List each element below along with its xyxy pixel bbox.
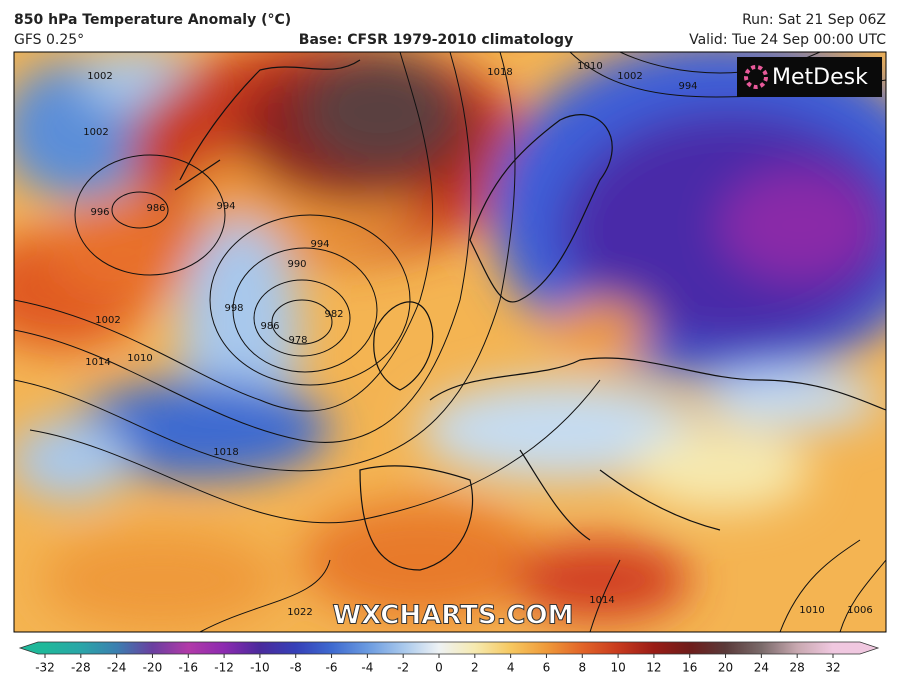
- colorbar: -32 -28 -24 -20 -16 -12 -10 -8 -6 -4 -2 0 2 4 6 8 10 12 16…: [18, 641, 880, 675]
- isobar-label: 1010: [127, 353, 152, 364]
- isobar-label: 1002: [87, 71, 112, 82]
- colorbar-tick-label: -32: [35, 661, 55, 675]
- isobar-label: 994: [678, 81, 697, 92]
- colorbar-bar: [18, 641, 880, 655]
- isobar-label: 1010: [577, 61, 602, 72]
- colorbar-tick-label: 12: [646, 661, 661, 675]
- colorbar-tick-label: 28: [790, 661, 805, 675]
- colorbar-tick-label: -16: [178, 661, 198, 675]
- isobar-label: 986: [146, 203, 165, 214]
- isobar-label: 1018: [213, 447, 238, 458]
- colorbar-tick-label: -20: [143, 661, 163, 675]
- colorbar-tick-label: 32: [825, 661, 840, 675]
- base-climatology: Base: CFSR 1979-2010 climatology: [299, 32, 573, 48]
- isobar-label: 1018: [487, 67, 512, 78]
- isobar-label: 1010: [799, 605, 824, 616]
- colorbar-tick-label: 2: [471, 661, 479, 675]
- map-field: [14, 52, 886, 632]
- colorbar-tick-label: 20: [718, 661, 733, 675]
- isobar-label: 990: [287, 259, 306, 270]
- colorbar-tick-label: -8: [290, 661, 302, 675]
- isobar-label: 998: [224, 303, 243, 314]
- valid-time: Valid: Tue 24 Sep 00:00 UTC: [689, 32, 886, 48]
- isobar-labels: 1018 1002 1002 996 986 994 994 990 998 986 982 978 1…: [83, 61, 872, 618]
- colorbar-tick-label: 16: [682, 661, 697, 675]
- colorbar-tick-label: -2: [397, 661, 409, 675]
- isobar-label: 1002: [617, 71, 642, 82]
- isobar-label: 994: [310, 239, 329, 250]
- colorbar-tick-label: -12: [214, 661, 234, 675]
- model-name: GFS 0.25°: [14, 32, 84, 48]
- colorbar-tick-label: 4: [507, 661, 515, 675]
- colorbar-tick-label: -28: [71, 661, 91, 675]
- isobar-label: 982: [324, 309, 343, 320]
- isobar-label: 996: [90, 207, 109, 218]
- isobar-label: 1014: [589, 595, 614, 606]
- isobar-label: 994: [216, 201, 235, 212]
- map-title: 850 hPa Temperature Anomaly (°C): [14, 12, 291, 28]
- colorbar-tick-label: 6: [543, 661, 551, 675]
- colorbar-tick-label: -10: [250, 661, 270, 675]
- isobar-label: 1002: [95, 315, 120, 326]
- colorbar-tick-label: -6: [326, 661, 338, 675]
- isobar-label: 1002: [83, 127, 108, 138]
- colorbar-tick-label: -4: [361, 661, 373, 675]
- colorbar-tick-label: 8: [578, 661, 586, 675]
- colorbar-tick-label: 24: [754, 661, 769, 675]
- isobar-label: 986: [260, 321, 279, 332]
- run-time: Run: Sat 21 Sep 06Z: [742, 12, 886, 28]
- isobar-label: 1022: [287, 607, 312, 618]
- colorbar-tick-label: 10: [610, 661, 625, 675]
- logo-text: MetDesk: [772, 65, 868, 90]
- colorbar-tick-label: 0: [435, 661, 443, 675]
- map-frame: [13, 51, 887, 633]
- logo: MetDesk: [737, 57, 882, 97]
- isobar-label: 978: [288, 335, 307, 346]
- isobar-label: 1006: [847, 605, 872, 616]
- watermark: WXCHARTS.COM: [332, 601, 573, 631]
- isobar-label: 1014: [85, 357, 110, 368]
- colorbar-tick-label: -24: [107, 661, 127, 675]
